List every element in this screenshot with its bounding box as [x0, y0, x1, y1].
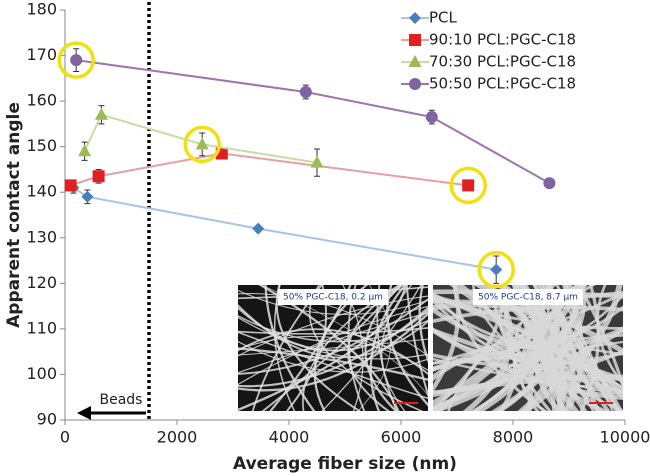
highlight-ring	[449, 166, 487, 205]
inset-label-box	[278, 289, 388, 305]
inset-fibers	[433, 285, 623, 411]
fiber	[238, 306, 428, 352]
fiber	[238, 289, 428, 315]
marker	[70, 54, 83, 67]
x-tick-label: 2000	[157, 428, 198, 447]
marker	[310, 155, 324, 168]
fiber	[386, 285, 428, 407]
y-tick-label: 150	[26, 136, 57, 155]
fiber	[238, 338, 428, 356]
marker	[94, 107, 108, 120]
y-tick-label: 180	[26, 0, 57, 19]
fiber	[579, 285, 600, 411]
beads-arrowhead	[77, 406, 91, 420]
highlight-ring	[57, 41, 95, 79]
fiber	[238, 293, 428, 357]
y-tick-label: 140	[26, 182, 57, 201]
beads-label: Beads	[100, 392, 143, 408]
legend-marker	[409, 78, 421, 90]
marker	[490, 263, 503, 276]
series-line	[83, 113, 318, 164]
marker	[252, 222, 265, 235]
fiber	[433, 357, 623, 392]
legend-label: 50:50 PCL:PGC-C18	[429, 75, 576, 93]
fiber	[433, 295, 623, 344]
x-tick-label: 10000	[600, 428, 650, 447]
x-tick-label: 8000	[493, 428, 534, 447]
inset-image: 50% PGC-C18, 8.7 µm	[433, 285, 623, 411]
fiber	[453, 285, 548, 411]
highlight-ring	[477, 250, 515, 289]
inset-label: 50% PGC-C18, 8.7 µm	[478, 293, 578, 303]
y-tick-label: 90	[37, 410, 57, 429]
inset-image: 50% PGC-C18, 0.2 µm	[238, 285, 428, 411]
legend-label: 90:10 PCL:PGC-C18	[429, 31, 576, 49]
fiber	[238, 347, 428, 381]
x-tick-label: 0	[60, 428, 70, 447]
legend-marker	[409, 34, 421, 46]
inset-label-box	[473, 289, 583, 305]
inset-label: 50% PGC-C18, 0.2 µm	[283, 293, 383, 303]
legend-label: PCL	[429, 9, 458, 27]
y-tick-label: 100	[26, 364, 57, 383]
fiber	[238, 316, 428, 360]
marker	[462, 179, 475, 192]
marker	[425, 111, 438, 124]
y-tick-label: 130	[26, 227, 57, 246]
highlight-ring	[183, 125, 221, 164]
fiber	[321, 285, 422, 411]
marker	[92, 170, 105, 183]
fiber	[433, 327, 623, 400]
y-tick-label: 110	[26, 318, 57, 337]
x-tick-label: 6000	[381, 428, 422, 447]
fiber	[238, 295, 428, 357]
y-axis-title: Apparent contact angle	[4, 102, 24, 328]
x-tick-label: 4000	[269, 428, 310, 447]
marker	[78, 144, 92, 157]
legend-marker	[409, 12, 421, 24]
legend-label: 70:30 PCL:PGC-C18	[429, 53, 576, 71]
y-tick-label: 160	[26, 91, 57, 110]
legend-marker	[408, 55, 422, 67]
fiber	[433, 307, 623, 351]
y-tick-label: 170	[26, 45, 57, 64]
fiber	[275, 285, 362, 411]
fiber	[238, 312, 428, 392]
marker	[81, 190, 94, 203]
marker	[543, 177, 556, 190]
series-line	[70, 152, 469, 187]
y-tick-label: 120	[26, 273, 57, 292]
marker	[195, 137, 209, 150]
fiber	[238, 331, 428, 400]
series-line	[76, 59, 550, 184]
fiber	[238, 312, 428, 374]
fiber	[238, 335, 428, 371]
fiber	[364, 285, 404, 411]
marker	[64, 179, 77, 192]
fiber	[418, 285, 428, 363]
x-axis-title: Average fiber size (nm)	[233, 454, 457, 474]
fiber	[596, 285, 623, 386]
fiber	[457, 285, 517, 411]
series-line	[72, 186, 497, 271]
marker	[299, 86, 312, 98]
